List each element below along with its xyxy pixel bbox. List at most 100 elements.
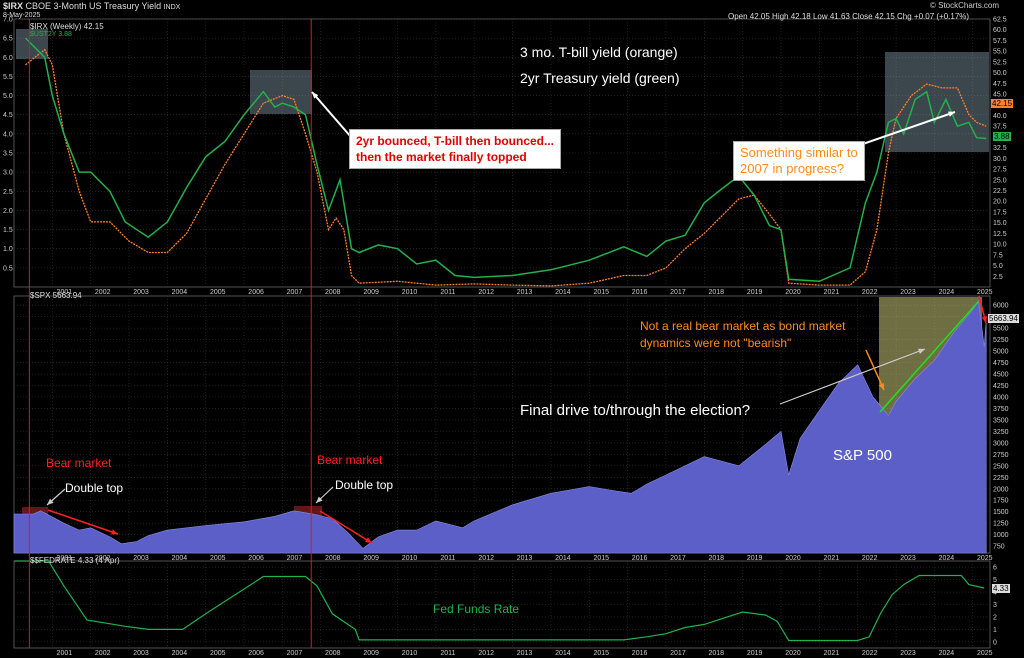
x-tick-label: 2004 (172, 555, 188, 562)
right-tick-label: 55.0 (993, 49, 1007, 56)
x-tick-label: 2004 (172, 289, 188, 296)
right-tick-label: 57.5 (993, 38, 1007, 45)
right-tick-label: 22.5 (993, 188, 1007, 195)
x-tick-label: 2016 (632, 289, 648, 296)
x-tick-label: 2008 (325, 289, 341, 296)
x-tick-label: 2003 (133, 555, 149, 562)
right-tick-label: 2750 (993, 452, 1009, 459)
x-tick-label: 2016 (632, 650, 648, 657)
right-tick-label: 5 (993, 577, 997, 584)
x-tick-label: 2024 (939, 555, 955, 562)
trend-bear-2000-head (111, 529, 118, 535)
note-2007-line1: Something similar to (740, 145, 858, 160)
series-line-fedrate (14, 560, 985, 642)
x-tick-label: 2002 (95, 555, 111, 562)
right-tick-label: 3750 (993, 406, 1009, 413)
x-tick-label: 2011 (440, 555, 455, 562)
right-tick-label: 60.0 (993, 27, 1007, 34)
x-tick-label: 2021 (824, 555, 840, 562)
x-tick-label: 2001 (57, 650, 73, 657)
x-tick-label: 2001 (57, 289, 73, 296)
x-tick-label: 2021 (824, 650, 840, 657)
x-tick-label: 2023 (900, 650, 916, 657)
right-tick-label: 7.5 (993, 252, 1003, 259)
right-tick-label: 47.5 (993, 81, 1007, 88)
right-tick-label: 15.0 (993, 220, 1007, 227)
x-tick-label: 2025 (977, 289, 993, 296)
right-tick-label: 3 (993, 602, 997, 609)
note-not-bear-line1: Not a real bear market as bond market (640, 319, 846, 333)
x-tick-label: 2008 (325, 650, 341, 657)
arrow-final-drive (779, 348, 926, 405)
x-tick-label: 2003 (133, 289, 149, 296)
x-tick-label: 2020 (785, 650, 801, 657)
left-tick-label: 4.5 (3, 112, 13, 119)
right-tick-label: 1500 (993, 509, 1009, 516)
right-tick-label: 25.0 (993, 177, 1007, 184)
label-double-top-1: Double top (65, 481, 124, 495)
right-tick-label: 52.5 (993, 59, 1007, 66)
x-tick-label: 2002 (95, 650, 111, 657)
right-tick-label: 32.5 (993, 145, 1007, 152)
x-tick-label: 2015 (593, 555, 609, 562)
x-tick-label: 2001 (57, 555, 73, 562)
right-tick-label: 4 (993, 590, 997, 597)
x-tick-label: 2012 (478, 289, 494, 296)
x-tick-label: 2016 (632, 555, 648, 562)
x-tick-label: 2007 (287, 289, 303, 296)
right-tick-label: 62.5 (993, 17, 1007, 24)
left-tick-label: 3.5 (3, 151, 13, 158)
x-tick-label: 2015 (593, 289, 609, 296)
price-tag-fed: 4.33 (992, 584, 1010, 593)
x-tick-label: 2019 (747, 555, 763, 562)
x-tick-label: 2018 (709, 650, 725, 657)
x-tick-label: 2010 (402, 555, 418, 562)
right-tick-label: 750 (993, 544, 1005, 551)
note-2007-line2: 2007 in progress? (740, 161, 845, 176)
x-tick-label: 2006 (248, 289, 264, 296)
title-orange: 3 mo. T-bill yield (orange) (520, 44, 678, 60)
note-not-bear: Not a real bear market as bond market dy… (640, 318, 845, 352)
x-tick-label: 2023 (900, 555, 916, 562)
x-tick-label: 2011 (440, 289, 455, 296)
uptrend-line (879, 301, 979, 413)
note-2yr-bounced: 2yr bounced, T-bill then bounced... then… (349, 129, 562, 169)
left-tick-label: 0.5 (3, 265, 13, 272)
highlight-box-2023 (885, 52, 989, 152)
x-tick-label: 2014 (555, 650, 571, 657)
x-tick-label: 2022 (862, 289, 878, 296)
right-tick-label: 0 (993, 639, 997, 646)
symbol: $IRX (3, 1, 24, 11)
series-group (13, 37, 987, 642)
left-tick-label: 2.5 (3, 189, 13, 196)
x-tick-label: 2017 (670, 650, 686, 657)
axis-labels: 2001 2001 2001 2002 2002 2002 2003 2003 2003 2004… (3, 17, 1009, 658)
x-tick-label: 2010 (402, 289, 418, 296)
x-tick-label: 2007 (287, 555, 303, 562)
exchange: INDX (163, 4, 181, 11)
right-tick-label: 3250 (993, 429, 1009, 436)
x-tick-label: 2024 (939, 650, 955, 657)
label-bear-market-1: Bear market (46, 456, 112, 470)
right-tick-label: 4750 (993, 360, 1009, 367)
x-tick-label: 2015 (593, 650, 609, 657)
right-tick-label: 40.0 (993, 113, 1007, 120)
symbol-name: CBOE 3-Month US Treasury Yield (25, 1, 162, 11)
right-tick-label: 2 (993, 614, 997, 621)
x-tick-label: 2022 (862, 555, 878, 562)
x-tick-label: 2006 (248, 555, 264, 562)
right-tick-label: 5.0 (993, 263, 1003, 270)
annotation-arrows (28, 19, 988, 648)
arrow-not-bear-head (878, 383, 884, 390)
price-tag-ust2y: 3.88 (993, 132, 1011, 141)
price-tag-irx: 42.15 (991, 99, 1014, 108)
panel-label-spx: $SPX 5663.94 (30, 291, 82, 300)
x-tick-label: 2008 (325, 555, 341, 562)
x-tick-label: 2019 (747, 650, 763, 657)
series-area-spx (13, 299, 987, 554)
chart-header: $IRX CBOE 3-Month US Treasury Yield INDX (3, 1, 180, 11)
right-tick-label: 45.0 (993, 92, 1007, 99)
trend-bear-2007-head (365, 537, 372, 543)
x-tick-label: 2024 (939, 289, 955, 296)
